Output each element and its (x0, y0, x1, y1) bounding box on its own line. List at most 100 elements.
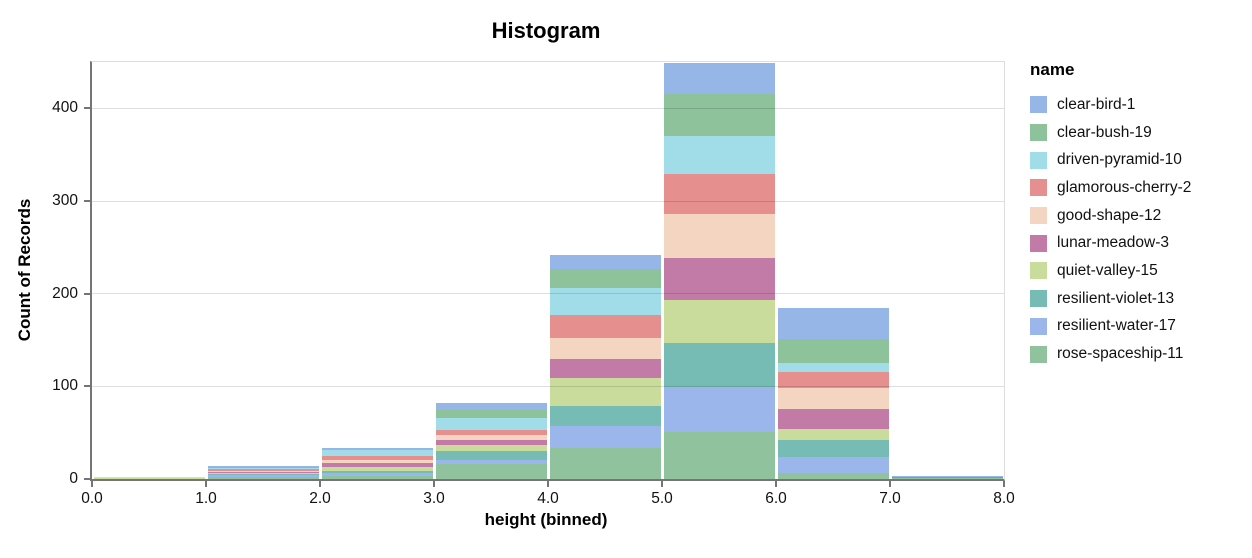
bar-segment-resilient-water-17 (207, 475, 319, 478)
bar-segment-clear-bush-19 (435, 410, 547, 418)
bar-segment-resilient-water-17 (663, 387, 775, 432)
x-tick-mark-6.0 (775, 481, 777, 487)
bar-segment-glamorous-cherry-2 (207, 468, 319, 471)
legend-item-rose-spaceship-11: rose-spaceship-11 (1030, 340, 1191, 368)
bar-segment-lunar-meadow-3 (777, 408, 889, 429)
bar-stack-bin-6-7 (777, 307, 889, 479)
y-axis-title: Count of Records (15, 198, 34, 342)
y-gridline-200 (92, 293, 1004, 295)
y-tick-label-300: 300 (52, 192, 78, 209)
bar-segment-clear-bird-1 (321, 447, 433, 451)
bar-segment-lunar-meadow-3 (663, 258, 775, 301)
legend-swatch-icon (1030, 96, 1047, 114)
bar-segment-rose-spaceship-11 (207, 477, 319, 479)
legend-item-resilient-violet-13: resilient-violet-13 (1030, 285, 1191, 313)
bar-segment-resilient-water-17 (435, 459, 547, 465)
x-tick-label-7.0: 7.0 (879, 490, 901, 507)
y-tick-mark-100 (84, 385, 90, 388)
x-tick-label-1.0: 1.0 (195, 490, 217, 507)
y-tick-label-200: 200 (52, 284, 78, 302)
bar-segment-resilient-water-17 (777, 456, 889, 473)
x-tick-mark-0.0 (91, 481, 93, 487)
bar-stack-bin-7-8 (891, 476, 1003, 479)
y-gridline-300 (92, 200, 1004, 202)
x-tick-mark-2.0 (319, 481, 321, 487)
bar-segment-rose-spaceship-11 (891, 478, 1003, 479)
bar-segment-rose-spaceship-11 (435, 464, 547, 479)
bar-segment-resilient-violet-13 (321, 470, 433, 473)
legend-item-good-shape-12: good-shape-12 (1030, 202, 1191, 230)
bar-segment-lunar-meadow-3 (207, 471, 319, 473)
legend-item-resilient-water-17: resilient-water-17 (1030, 313, 1191, 341)
y-gridline-100 (92, 385, 1004, 387)
legend-label: resilient-water-17 (1057, 317, 1176, 335)
legend-swatch-icon (1030, 262, 1047, 280)
x-tick-mark-1.0 (205, 481, 207, 487)
bar-segment-lunar-meadow-3 (549, 358, 661, 378)
bar-segment-resilient-violet-13 (435, 451, 547, 460)
x-tick-label-4.0: 4.0 (537, 490, 559, 507)
bar-segment-driven-pyramid-10 (321, 450, 433, 456)
x-tick-mark-3.0 (433, 481, 435, 487)
legend: name clear-bird-1 clear-bush-19 driven-pyr… (1030, 60, 1191, 368)
bar-stack-bin-2-3 (321, 447, 433, 479)
x-tick-label-0.0: 0.0 (81, 490, 103, 507)
bar-segment-resilient-water-17 (549, 426, 661, 449)
legend-swatch-icon (1030, 207, 1047, 225)
y-tick-label-400: 400 (52, 99, 78, 117)
bar-segment-good-shape-12 (777, 388, 889, 409)
y-tick-mark-200 (84, 292, 90, 295)
legend-swatch-icon (1030, 317, 1047, 335)
bar-segment-good-shape-12 (93, 477, 205, 479)
bar-segment-resilient-violet-13 (777, 440, 889, 457)
bar-segment-driven-pyramid-10 (663, 136, 775, 175)
y-tick-mark-400 (84, 107, 90, 110)
bar-stack-bin-4-5 (549, 254, 661, 479)
bar-segment-rose-spaceship-11 (549, 448, 661, 479)
x-tick-label-3.0: 3.0 (423, 490, 445, 507)
bar-segment-good-shape-12 (435, 435, 547, 441)
bar-segment-quiet-valley-15 (321, 466, 433, 471)
bar-segment-clear-bird-1 (891, 476, 1003, 478)
bar-segment-good-shape-12 (663, 214, 775, 259)
x-tick-mark-7.0 (889, 481, 891, 487)
bar-segment-quiet-valley-15 (549, 378, 661, 406)
legend-label: glamorous-cherry-2 (1057, 178, 1192, 196)
bar-segment-clear-bird-1 (777, 307, 889, 340)
bar-segment-driven-pyramid-10 (777, 363, 889, 373)
bar-segment-clear-bush-19 (663, 94, 775, 137)
bar-segment-clear-bird-1 (663, 62, 775, 95)
bar-segment-clear-bird-1 (207, 466, 319, 467)
bar-segment-resilient-violet-13 (549, 405, 661, 427)
y-tick-label-100: 100 (52, 377, 78, 395)
bar-segment-clear-bush-19 (549, 268, 661, 289)
y-gridline-400 (92, 107, 1004, 109)
bar-segment-resilient-violet-13 (207, 474, 319, 476)
chart-title: Histogram (491, 18, 601, 43)
bar-segment-clear-bush-19 (777, 339, 889, 364)
bar-segment-rose-spaceship-11 (777, 472, 889, 479)
x-tick-mark-5.0 (661, 481, 663, 487)
y-tick-mark-300 (84, 200, 90, 202)
bar-segment-quiet-valley-15 (435, 444, 547, 452)
legend-label: resilient-violet-13 (1057, 289, 1175, 307)
bar-segment-quiet-valley-15 (777, 428, 889, 441)
bar-segment-rose-spaceship-11 (321, 476, 433, 479)
bar-segment-quiet-valley-15 (207, 472, 319, 475)
legend-label: rose-spaceship-11 (1057, 345, 1184, 363)
bar-segment-glamorous-cherry-2 (549, 315, 661, 339)
legend-item-clear-bird-1: clear-bird-1 (1030, 91, 1191, 119)
legend-label: clear-bush-19 (1057, 123, 1152, 141)
bar-segment-driven-pyramid-10 (549, 288, 661, 315)
bar-stack-bin-1-2 (207, 466, 319, 479)
bar-segment-driven-pyramid-10 (207, 467, 319, 469)
legend-swatch-icon (1030, 345, 1047, 363)
bar-segment-lunar-meadow-3 (891, 477, 1003, 479)
bar-segment-resilient-violet-13 (663, 342, 775, 388)
legend-swatch-icon (1030, 124, 1047, 142)
legend-swatch-icon (1030, 234, 1047, 252)
legend-label: quiet-valley-15 (1057, 261, 1158, 279)
bar-segment-rose-spaceship-11 (663, 431, 775, 479)
bar-stack-bin-0-1 (93, 477, 205, 479)
